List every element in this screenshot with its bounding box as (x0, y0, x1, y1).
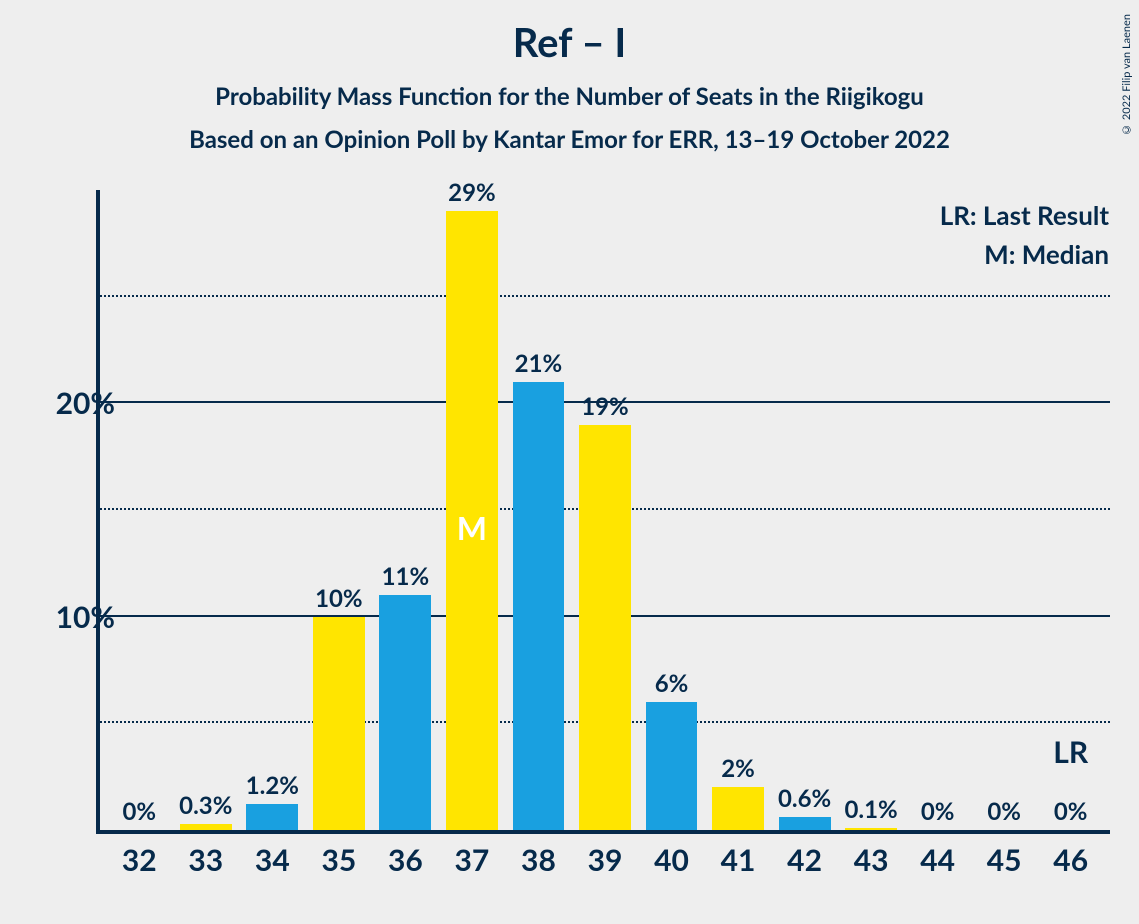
bar: 21% (513, 382, 565, 830)
bar-slot: 10% (306, 190, 373, 830)
chart-plot-area: 0% 0.3% 1.2% 10% 11% 29%M 21% 19% 6% 2% 0.6% 0.1% 0%… (100, 190, 1110, 830)
bar-value-label: 0% (1054, 797, 1088, 826)
bar-slot: 19% (572, 190, 639, 830)
bar-value-label: 0.6% (778, 784, 831, 813)
bar: 19% (579, 425, 631, 830)
bar-slot: 1.2% (239, 190, 306, 830)
bar-value-label: 0% (921, 797, 955, 826)
bar: 2% (712, 787, 764, 830)
x-axis-labels: 323334353637383940414243444546 (100, 842, 1110, 878)
bar-slot: 0.1% (838, 190, 905, 830)
bar: 0.6% (779, 817, 831, 830)
y-tick-label: 10% (56, 599, 115, 635)
bars-container: 0% 0.3% 1.2% 10% 11% 29%M 21% 19% 6% 2% 0.6% 0.1% 0%… (100, 190, 1110, 830)
x-tick-label: 41 (705, 842, 772, 878)
bar-slot: 2% (705, 190, 772, 830)
chart-title: Ref – I (0, 0, 1139, 66)
bar: 11% (379, 595, 431, 830)
bar: 6% (646, 702, 698, 830)
bar-slot: 0.6% (771, 190, 838, 830)
bar: 0.1% (845, 828, 897, 830)
bar-value-label: 6% (655, 669, 689, 698)
x-tick-label: 45 (971, 842, 1038, 878)
bar-slot: 0% (971, 190, 1038, 830)
x-tick-label: 37 (439, 842, 506, 878)
copyright-text: © 2022 Filip van Laenen (1120, 14, 1133, 136)
x-tick-label: 33 (173, 842, 240, 878)
x-tick-label: 40 (638, 842, 705, 878)
bar-slot: 29%M (439, 190, 506, 830)
x-tick-label: 34 (239, 842, 306, 878)
bar: 10% (313, 617, 365, 830)
x-tick-label: 43 (838, 842, 905, 878)
bar-slot: 0% (106, 190, 173, 830)
bar-value-label: 10% (315, 584, 363, 613)
bar-value-label: 19% (581, 392, 629, 421)
bar-value-label: 0% (987, 797, 1021, 826)
y-tick-label: 20% (56, 385, 115, 421)
bar-slot: LR 0% (1037, 190, 1104, 830)
bar: 0.3% (180, 824, 232, 830)
median-marker: M (457, 508, 487, 547)
bar: 1.2% (246, 804, 298, 830)
x-tick-label: 32 (106, 842, 173, 878)
bar-slot: 11% (372, 190, 439, 830)
bar-value-label: 11% (382, 562, 430, 591)
x-tick-label: 39 (572, 842, 639, 878)
x-tick-label: 44 (904, 842, 971, 878)
x-axis (96, 830, 1110, 834)
x-tick-label: 38 (505, 842, 572, 878)
chart-subtitle-2: Based on an Opinion Poll by Kantar Emor … (0, 125, 1139, 154)
chart-subtitle-1: Probability Mass Function for the Number… (0, 82, 1139, 111)
bar-slot: 0% (904, 190, 971, 830)
x-tick-label: 36 (372, 842, 439, 878)
x-tick-label: 46 (1037, 842, 1104, 878)
bar-value-label: 2% (721, 754, 755, 783)
bar-slot: 21% (505, 190, 572, 830)
bar-value-label: 21% (515, 349, 563, 378)
bar-value-label: 0.1% (844, 795, 897, 824)
bar-value-label: 29% (448, 178, 496, 207)
bar-value-label: 0% (122, 797, 156, 826)
bar-slot: 0.3% (173, 190, 240, 830)
x-tick-label: 35 (306, 842, 373, 878)
bar-value-label: 1.2% (246, 771, 299, 800)
bar-value-label: 0.3% (179, 791, 232, 820)
x-tick-label: 42 (771, 842, 838, 878)
bar: 29%M (446, 211, 498, 830)
lr-marker: LR (1053, 734, 1088, 770)
bar-slot: 6% (638, 190, 705, 830)
